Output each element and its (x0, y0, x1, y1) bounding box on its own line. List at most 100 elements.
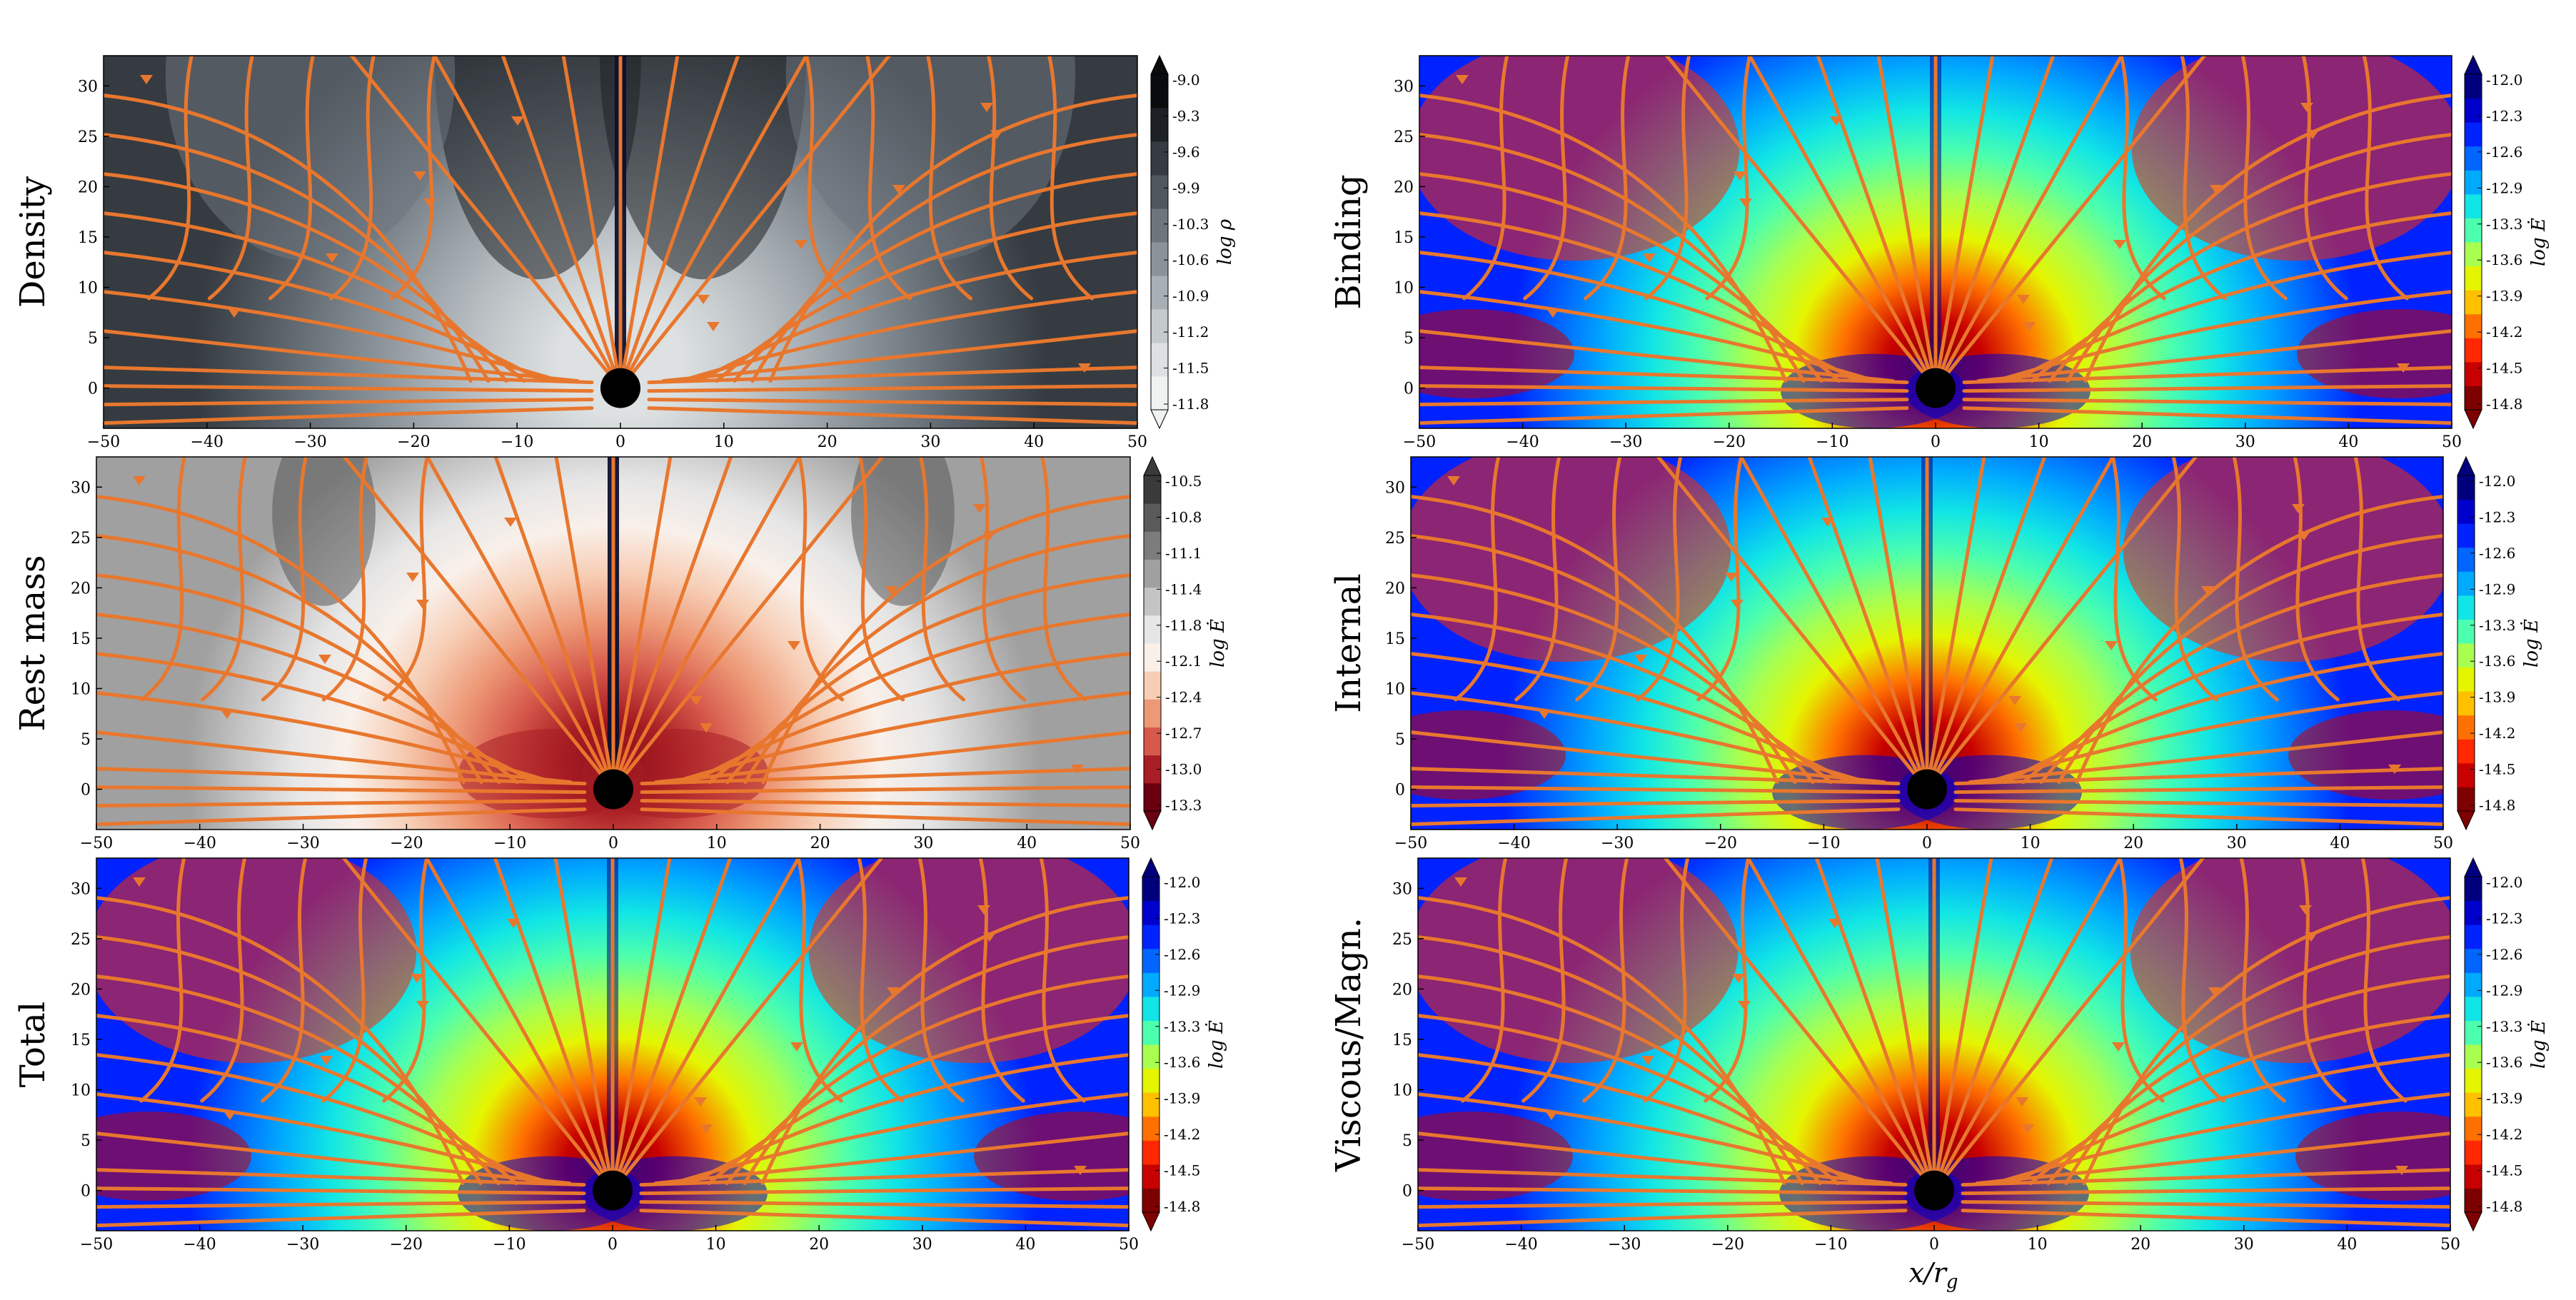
x-tick-label: −30 (1609, 433, 1642, 451)
x-tick-label: 20 (2130, 1236, 2150, 1254)
colorbar-extend-top (1143, 455, 1162, 476)
colorbar-segment (1144, 782, 1161, 812)
streamline (987, 56, 1034, 301)
streamline (493, 457, 615, 792)
y-tick-label: 10 (1385, 680, 1405, 698)
streamline (1521, 858, 1569, 1103)
x-tick-label: −20 (1713, 433, 1746, 451)
x-tick-label: 40 (1017, 835, 1037, 852)
y-tick-label: 0 (88, 381, 98, 398)
x-tick-label: −40 (1504, 1236, 1537, 1254)
x-tick-label: −30 (1608, 1236, 1641, 1254)
streamline (1411, 807, 1901, 827)
streamline (1932, 858, 2205, 1193)
colorbar-segment (1151, 175, 1168, 209)
streamline-arrow (1725, 573, 1738, 582)
streamline (733, 172, 1137, 383)
black-hole (1907, 769, 1947, 810)
colorbar-tick-label: -12.0 (2479, 473, 2515, 490)
streamline (261, 457, 308, 702)
colorbar-segment (2465, 1116, 2482, 1141)
streamline (1419, 211, 1841, 383)
contour-blob (96, 1111, 251, 1201)
colorbar-label: log Ė (2527, 1020, 2550, 1069)
streamline (610, 858, 801, 1193)
x-tick-label: 30 (2227, 835, 2247, 852)
colorbar-segment (2465, 1020, 2482, 1045)
streamline (1747, 56, 1938, 390)
colorbar-tick-label: -12.3 (2486, 107, 2522, 124)
streamline-arrow (2112, 1042, 2125, 1052)
streamline-arrow (1739, 198, 1752, 208)
streamline (805, 56, 852, 301)
colorbar-tick-label: -10.9 (1172, 288, 1209, 305)
contour-blob (2130, 858, 2450, 1064)
streamline-arrow (1828, 919, 1841, 928)
streamline (1656, 457, 1929, 792)
streamline-arrow (416, 1001, 429, 1010)
streamline-arrow (2395, 1166, 2408, 1175)
colorbar-label: log Ė (1207, 619, 1229, 667)
streamline (96, 807, 587, 827)
x-tick-label: −40 (1506, 433, 1539, 451)
streamline (1419, 172, 1823, 383)
y-tick-label: 15 (78, 229, 98, 247)
colorbar-tick-label: -14.8 (2479, 797, 2515, 814)
streamline (493, 858, 615, 1193)
streamline (2239, 858, 2286, 1103)
streamline-arrow (2299, 905, 2312, 914)
streamline (96, 896, 465, 1186)
y-tick-label: 15 (1392, 1032, 1412, 1049)
x-tick-label: 20 (809, 1236, 829, 1254)
streamline (858, 457, 905, 702)
x-tick-label: 10 (714, 433, 734, 451)
x-tick-label: −30 (286, 1236, 319, 1254)
y-tick-label: 30 (1385, 479, 1405, 497)
streamline (743, 534, 1130, 785)
streamline (1418, 1168, 1908, 1187)
streamline-arrow (2208, 987, 2221, 997)
colorbar: -12.0 -12.3 -12.6 -12.9 -13.3 -13.6 -13.9 -14.2… (2464, 54, 2550, 430)
streamline (424, 858, 615, 1193)
colorbar-tick-label: -12.4 (1165, 689, 1202, 706)
colorbar-extend-bottom (2457, 810, 2475, 831)
colorbar-segment (1151, 242, 1168, 276)
streamline (2240, 56, 2288, 301)
contour-blob (2297, 308, 2452, 399)
colorbar-frame (1142, 876, 1160, 1213)
streamline (2066, 133, 2452, 383)
x-tick-label: 50 (1127, 433, 1147, 451)
streamline (1419, 384, 1909, 393)
streamline-arrow (140, 75, 153, 84)
colorbar-segment (1144, 671, 1161, 700)
x-tick-label: 0 (1929, 1236, 1939, 1254)
streamline (2301, 56, 2348, 301)
x-tick-label: 30 (912, 1236, 932, 1254)
streamline (1418, 1209, 1908, 1228)
colorbar-tick-label: -13.3 (2479, 617, 2515, 634)
colorbar-frame (1150, 74, 1169, 410)
y-tick-label: 25 (78, 129, 98, 146)
streamline (146, 56, 193, 301)
streamline (647, 384, 1137, 393)
streamline (2028, 1014, 2450, 1186)
streamline-arrow (2008, 696, 2021, 705)
streamline (1746, 858, 1936, 1193)
colorbar-tick-label: -13.9 (2486, 1090, 2522, 1107)
x-tick-label: −50 (87, 433, 120, 451)
streamlines (96, 457, 1130, 827)
y-tick-label: 5 (1404, 330, 1414, 348)
streamline (1663, 858, 1936, 1193)
x-axis-label: x/rg (1908, 1257, 1958, 1293)
black-hole (593, 1170, 633, 1211)
streamline (978, 858, 1025, 1103)
colorbar-segment (2465, 996, 2482, 1021)
contour-blob (2123, 457, 2443, 662)
streamline (1961, 1209, 2450, 1228)
contour-blob (2131, 56, 2452, 261)
streamline-arrow (990, 130, 1003, 139)
streamline (104, 211, 526, 383)
colorbar-segment (2465, 146, 2482, 171)
streamline (2171, 457, 2218, 702)
colorbar-tick-label: -12.3 (2479, 508, 2515, 525)
